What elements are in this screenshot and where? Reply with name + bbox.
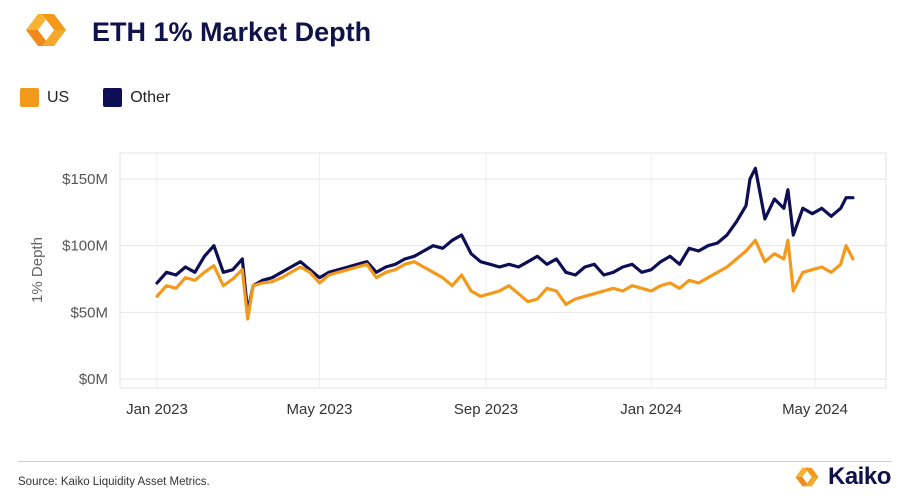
kaiko-logo-icon xyxy=(26,14,66,46)
y-tick-label: $0M xyxy=(79,371,108,388)
y-tick-label: $50M xyxy=(70,304,108,321)
legend-label-other: Other xyxy=(130,88,171,106)
x-tick-label: Sep 2023 xyxy=(454,401,518,418)
footer-brand: Kaiko xyxy=(792,463,891,491)
x-tick-label: May 2024 xyxy=(782,401,848,418)
y-axis-label: 1% Depth xyxy=(29,237,46,303)
y-tick-label: $150M xyxy=(62,171,108,188)
x-tick-label: May 2023 xyxy=(287,401,353,418)
logo-shape-lower-right xyxy=(42,30,66,46)
chart-legend: US Other xyxy=(20,88,170,107)
series-lines xyxy=(155,166,855,321)
legend-item-other: Other xyxy=(103,88,170,107)
legend-swatch-us xyxy=(20,88,39,107)
logo-shape-center xyxy=(38,20,54,40)
brand-wordmark: Kaiko xyxy=(828,463,891,490)
logo-shape-lower-left xyxy=(26,30,50,46)
footer-divider xyxy=(18,461,892,462)
legend-item-us: US xyxy=(20,88,69,107)
kaiko-brand-icon xyxy=(795,467,819,487)
x-axis-ticks: Jan 2023 May 2023 Sep 2023 Jan 2024 May 2024 xyxy=(126,401,848,418)
x-tick-label: Jan 2024 xyxy=(620,401,682,418)
series-line-us xyxy=(155,238,855,321)
legend-label-us: US xyxy=(47,88,70,106)
x-tick-label: Jan 2023 xyxy=(126,401,188,418)
y-tick-label: $100M xyxy=(62,238,108,255)
gridlines xyxy=(120,153,886,388)
legend-swatch-other xyxy=(103,88,123,107)
y-axis-ticks: $0M $50M $100M $150M xyxy=(62,171,108,388)
plot-area-frame xyxy=(119,152,887,389)
logo-shape-upper-right xyxy=(42,14,66,30)
logo-shape-upper-left xyxy=(26,14,50,30)
page-title: ETH 1% Market Depth xyxy=(92,17,372,47)
source-note: Source: Kaiko Liquidity Asset Metrics. xyxy=(18,476,210,488)
series-line-other xyxy=(155,166,855,314)
